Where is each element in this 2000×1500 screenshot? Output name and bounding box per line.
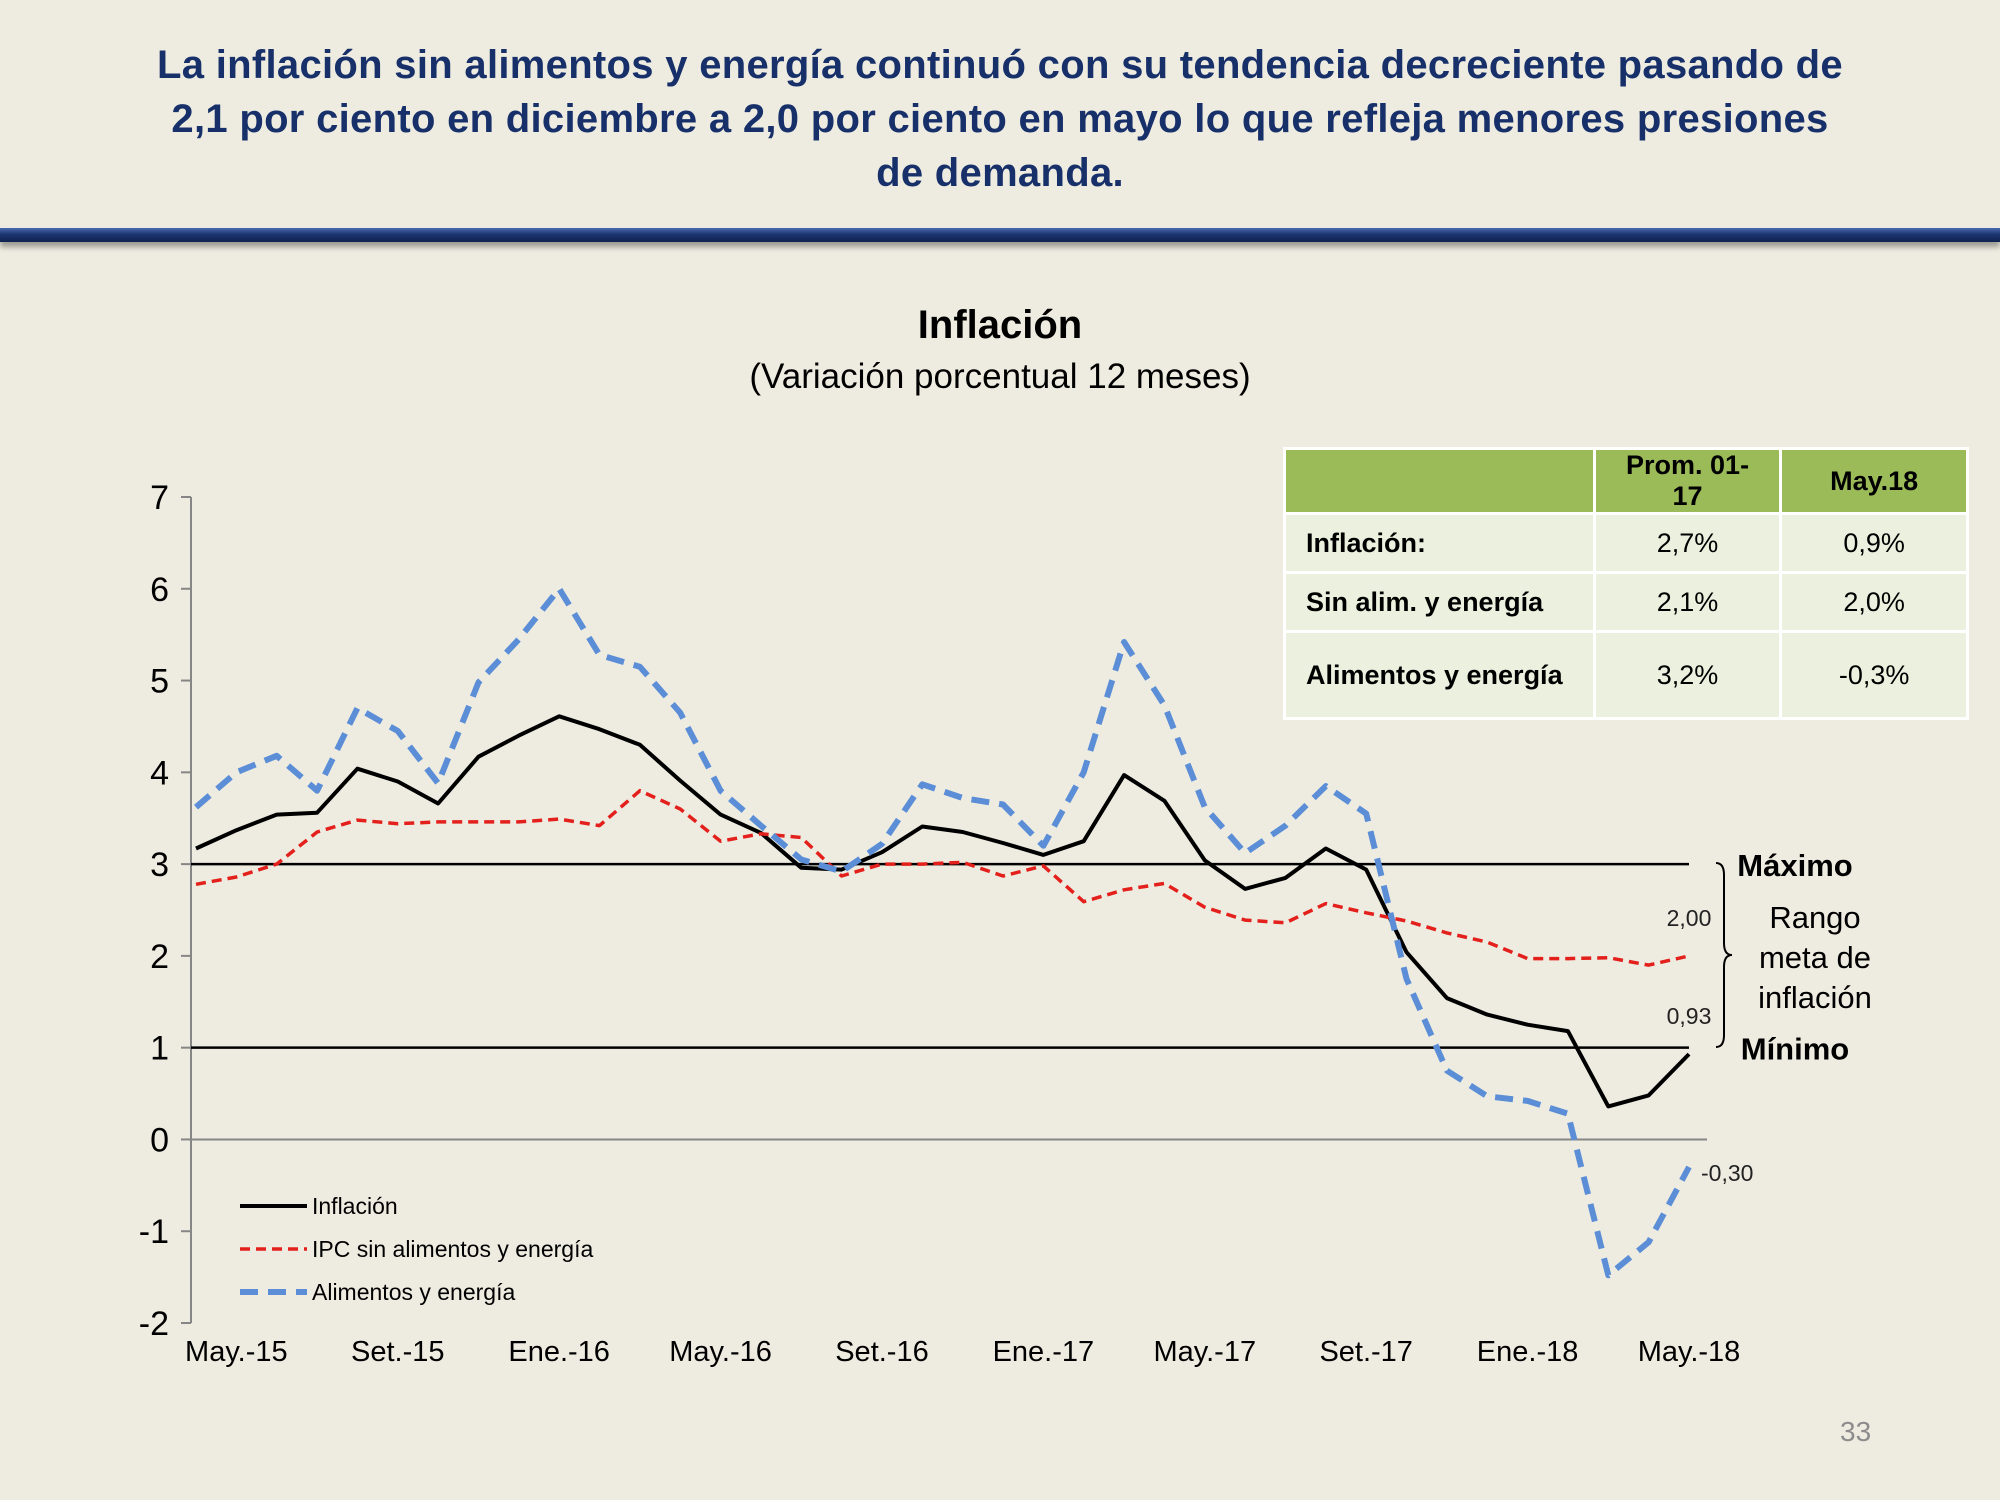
y-tick-label: 6 bbox=[150, 571, 169, 609]
table-header: Prom. 01-17 May.18 bbox=[1283, 447, 1969, 515]
series-line bbox=[195, 714, 1691, 1109]
x-tick-label: May.-15 bbox=[185, 1336, 288, 1368]
table-cell: 3,2% bbox=[1592, 630, 1783, 720]
y-tick-label: 1 bbox=[150, 1030, 169, 1068]
table-row: Sin alim. y energía 2,1% 2,0% bbox=[1283, 571, 1969, 633]
x-tick-label: May.-16 bbox=[669, 1336, 772, 1368]
value-label: 2,00 bbox=[1667, 905, 1712, 931]
range-brace bbox=[1715, 862, 1733, 1048]
table-corner bbox=[1283, 447, 1596, 515]
range-annotation: meta de bbox=[1759, 940, 1871, 975]
reference-label: Máximo bbox=[1737, 848, 1852, 883]
page-number: 33 bbox=[1840, 1416, 1872, 1447]
x-tick-label: Set.-16 bbox=[835, 1336, 929, 1368]
x-tick-label: Ene.-18 bbox=[1477, 1336, 1579, 1368]
title-divider bbox=[0, 228, 2000, 242]
column-header: May.18 bbox=[1779, 447, 1969, 515]
y-tick-label: 3 bbox=[150, 846, 169, 884]
row-label: Sin alim. y energía bbox=[1283, 571, 1596, 633]
table-cell: 0,9% bbox=[1779, 512, 1969, 574]
x-tick-label: Set.-15 bbox=[351, 1336, 445, 1368]
y-tick-label: 7 bbox=[150, 479, 169, 517]
range-annotation: inflación bbox=[1758, 980, 1872, 1015]
y-tick-label: -1 bbox=[139, 1213, 169, 1251]
y-tick-label: 4 bbox=[150, 754, 169, 792]
legend-label: Alimentos y energía bbox=[312, 1279, 515, 1305]
title-line: La inflación sin alimentos y energía con… bbox=[157, 43, 1843, 87]
series-line bbox=[195, 788, 1690, 967]
slide-title: La inflación sin alimentos y energía con… bbox=[0, 38, 2000, 200]
x-tick-label: May.-18 bbox=[1638, 1336, 1741, 1368]
y-tick-label: 5 bbox=[150, 663, 169, 701]
title-line: de demanda. bbox=[876, 151, 1124, 195]
table-cell: -0,3% bbox=[1779, 630, 1969, 720]
table-row: Inflación: 2,7% 0,9% bbox=[1283, 512, 1969, 574]
x-tick-label: Ene.-17 bbox=[993, 1336, 1095, 1368]
value-label: -0,30 bbox=[1701, 1160, 1753, 1186]
column-header: Prom. 01-17 bbox=[1592, 447, 1783, 515]
reference-label: Mínimo bbox=[1741, 1032, 1850, 1067]
chart-title: Inflación bbox=[918, 303, 1082, 347]
y-tick-label: 0 bbox=[150, 1121, 169, 1159]
value-label: 0,93 bbox=[1667, 1003, 1712, 1029]
table-cell: 2,1% bbox=[1592, 571, 1783, 633]
row-label: Alimentos y energía bbox=[1283, 630, 1596, 720]
x-tick-label: Set.-17 bbox=[1319, 1336, 1413, 1368]
summary-table: Prom. 01-17 May.18 Inflación: 2,7% 0,9% … bbox=[1283, 447, 1969, 720]
table-cell: 2,7% bbox=[1592, 512, 1783, 574]
chart-subtitle: (Variación porcentual 12 meses) bbox=[749, 357, 1250, 396]
legend-label: Inflación bbox=[312, 1193, 398, 1219]
y-tick-label: -2 bbox=[139, 1305, 169, 1343]
legend-label: IPC sin alimentos y energía bbox=[312, 1236, 593, 1262]
table-cell: 2,0% bbox=[1779, 571, 1969, 633]
range-annotation: Rango bbox=[1769, 900, 1860, 935]
x-tick-label: Ene.-16 bbox=[508, 1336, 610, 1368]
table-row: Alimentos y energía 3,2% -0,3% bbox=[1283, 630, 1969, 720]
series-line bbox=[194, 585, 1692, 1279]
row-label: Inflación: bbox=[1283, 512, 1596, 574]
title-line: 2,1 por ciento en diciembre a 2,0 por ci… bbox=[171, 97, 1829, 141]
y-tick-label: 2 bbox=[150, 938, 169, 976]
x-tick-label: May.-17 bbox=[1153, 1336, 1256, 1368]
